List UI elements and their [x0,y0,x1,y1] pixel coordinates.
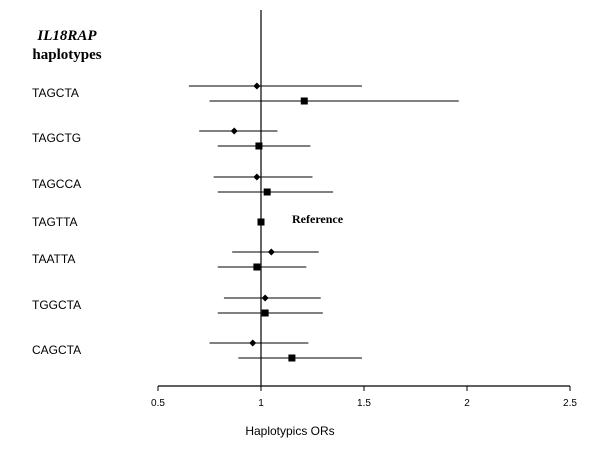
forest-rows: TAGCTA TAGCTG TAGCCA TAGTTA TAATTA TGGCTA CAGC… [32,82,459,362]
estimate-diamond-2 [253,173,261,181]
x-tick-label-0: 0.5 [151,398,165,409]
estimate-square-6 [288,354,296,362]
row-label-tagctg: TAGCTG [32,131,81,145]
x-tick-label-4: 2.5 [563,398,577,409]
estimate-square-0 [300,97,308,105]
x-tick-label-3: 2 [464,398,470,409]
estimate-diamond-5 [261,294,269,302]
reference-label: Reference [292,212,344,226]
estimate-diamond-1 [230,127,238,135]
estimate-diamond-4 [267,248,275,256]
row-label-tggcta: TGGCTA [32,298,81,312]
chart-title-rest: haplotypes [32,47,101,63]
estimate-square-1 [255,142,263,150]
estimate-diamond-6 [249,339,257,347]
row-label-tagtta: TAGTTA [32,215,78,229]
chart-title-gene: IL18RAP [36,28,97,44]
x-axis-label: Haplotypics ORs [245,424,334,438]
row-label-tagcca: TAGCCA [32,177,81,191]
x-tick-label-2: 1.5 [357,398,371,409]
row-label-cagcta: CAGCTA [32,343,81,357]
row-label-tagcta: TAGCTA [32,86,79,100]
estimate-square-4 [253,263,261,271]
estimate-square-5 [261,309,269,317]
estimate-diamond-0 [253,82,261,90]
x-axis-ticks: 0.5 1 1.5 2 2.5 [151,386,577,409]
row-label-taatta: TAATTA [32,252,75,266]
estimate-square-2 [263,188,271,196]
x-tick-label-1: 1 [258,398,264,409]
